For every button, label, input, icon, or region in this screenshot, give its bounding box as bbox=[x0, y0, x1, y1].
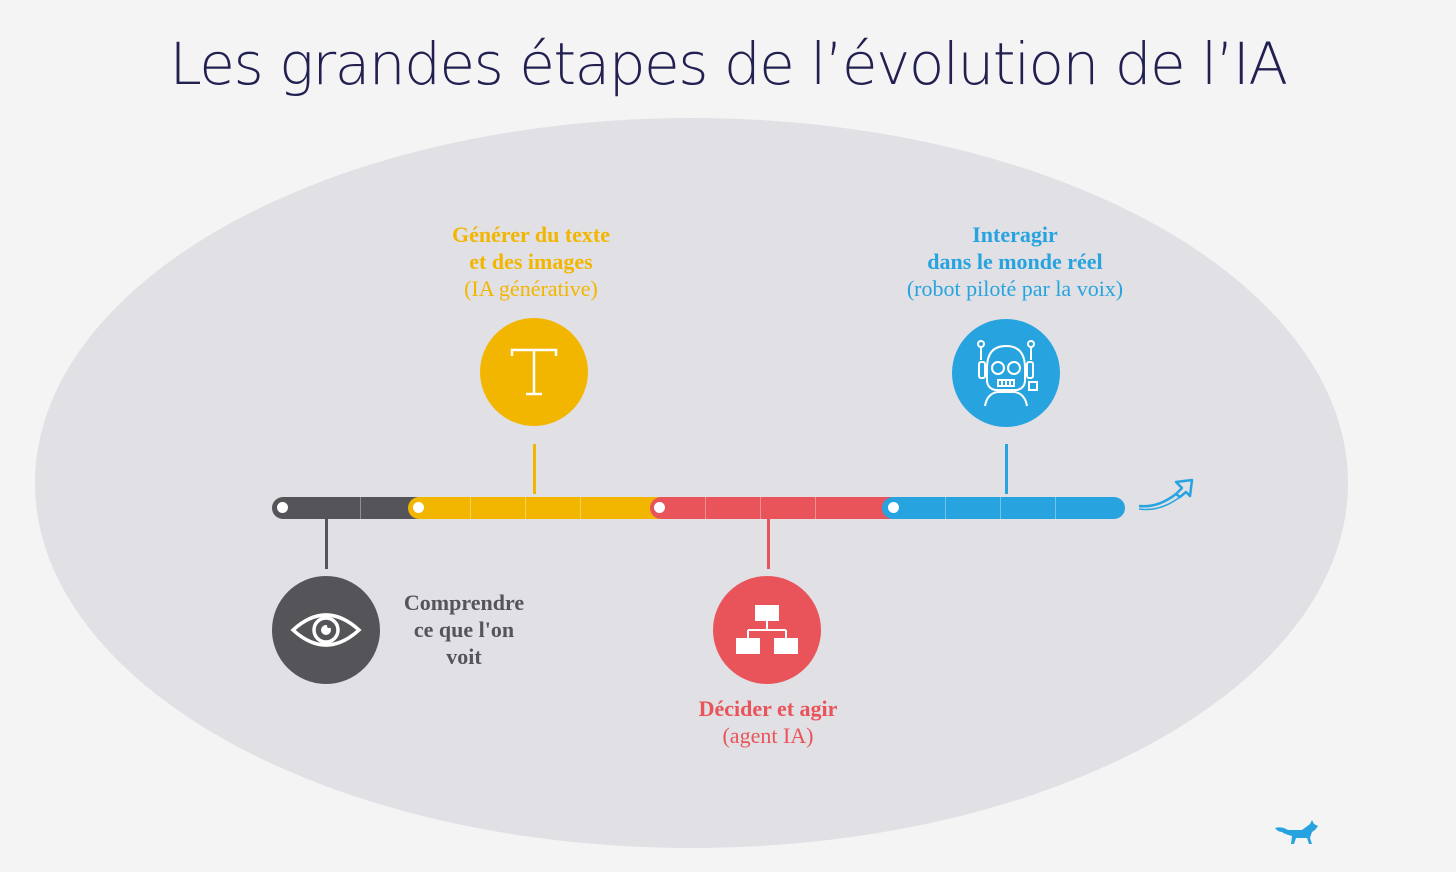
timeline-segment-red bbox=[650, 497, 895, 519]
trend-arrow-icon bbox=[1138, 478, 1194, 511]
bar-divider bbox=[470, 497, 471, 519]
stage-comprendre-line: Comprendre bbox=[403, 590, 525, 615]
stage-generer-circle bbox=[480, 318, 588, 426]
stage-comprendre-line: ce que l'on bbox=[413, 617, 515, 642]
stage-decider-label: Décider et agir (agent IA) bbox=[650, 695, 886, 749]
text-cursor-icon bbox=[510, 348, 558, 396]
fox-logo bbox=[1275, 820, 1318, 844]
timeline-dot-yellow bbox=[411, 500, 426, 515]
timeline-dot-gray bbox=[275, 500, 290, 515]
page-title: Les grandes étapes de l’évolution de l’I… bbox=[169, 30, 1288, 98]
stem-red bbox=[767, 519, 770, 569]
stage-comprendre-circle bbox=[272, 576, 380, 684]
stage-interagir-label: Interagir dans le monde réel (robot pilo… bbox=[870, 221, 1160, 302]
stage-comprendre-label: Comprendre ce que l'on voit bbox=[384, 589, 544, 670]
stem-yellow bbox=[533, 444, 536, 494]
bar-divider bbox=[1000, 497, 1001, 519]
eye-icon bbox=[290, 613, 362, 647]
timeline-segment-yellow bbox=[408, 497, 660, 519]
stage-generer-line: et des images bbox=[469, 249, 593, 274]
background-ellipse bbox=[35, 118, 1348, 848]
stage-generer-label: Générer du texte et des images (IA génér… bbox=[404, 221, 658, 302]
stage-interagir-line: Interagir bbox=[972, 222, 1058, 247]
stage-comprendre-line: voit bbox=[446, 644, 482, 669]
bar-divider bbox=[360, 497, 361, 519]
stage-decider-line: Décider et agir bbox=[698, 696, 838, 721]
bar-divider bbox=[1055, 497, 1056, 519]
bar-divider bbox=[705, 497, 706, 519]
robot-icon bbox=[977, 340, 1038, 407]
flowchart-icon bbox=[736, 605, 798, 654]
timeline-segment-blue bbox=[882, 497, 1125, 519]
stage-decider-circle bbox=[713, 576, 821, 684]
stage-decider-sub: (agent IA) bbox=[722, 723, 814, 748]
stage-interagir-circle bbox=[952, 319, 1060, 427]
timeline-segment-gray bbox=[272, 497, 432, 519]
stage-generer-sub: (IA générative) bbox=[464, 276, 598, 301]
timeline-dot-red bbox=[652, 500, 667, 515]
bar-divider bbox=[945, 497, 946, 519]
stem-blue bbox=[1005, 444, 1008, 494]
stage-interagir-sub: (robot piloté par la voix) bbox=[906, 276, 1124, 301]
bar-divider bbox=[815, 497, 816, 519]
stem-gray bbox=[325, 519, 328, 569]
bar-divider bbox=[760, 497, 761, 519]
bar-divider bbox=[580, 497, 581, 519]
stage-interagir-line: dans le monde réel bbox=[927, 249, 1103, 274]
timeline-dot-blue bbox=[886, 500, 901, 515]
bar-divider bbox=[525, 497, 526, 519]
stage-generer-line: Générer du texte bbox=[451, 222, 611, 247]
